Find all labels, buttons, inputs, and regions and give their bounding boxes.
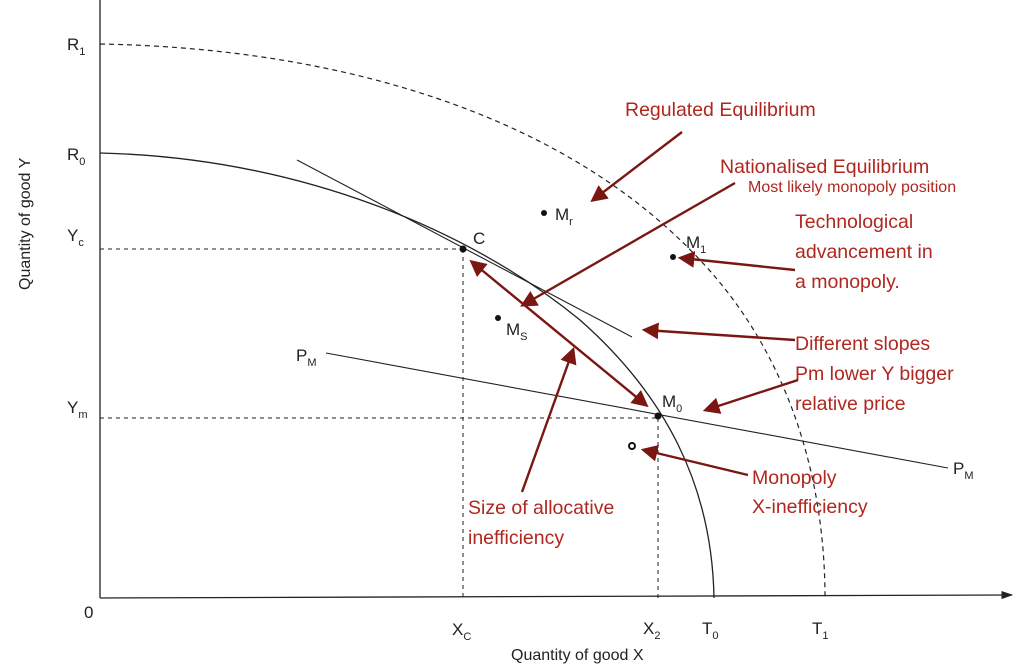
annotation-monopoly-line2: X-inefficiency [752, 496, 868, 518]
label-c: C [473, 229, 485, 248]
arrow-allocative-gap [469, 259, 649, 408]
y-axis-title: Quantity of good Y [17, 157, 34, 290]
annotation-regulated: Regulated Equilibrium [625, 99, 816, 121]
point-m1 [670, 254, 676, 260]
label-mr: Mr [555, 205, 573, 228]
annotation-most-likely: Most likely monopoly position [748, 179, 956, 196]
price-line-pm [325, 352, 949, 469]
tick-t0: T0 [702, 619, 719, 642]
arrow-x-inefficiency [640, 444, 749, 477]
ppf-outer-curve [99, 43, 826, 599]
tick-r0: R0 [67, 145, 85, 168]
origin-label: 0 [84, 603, 93, 622]
point-ms [495, 315, 501, 321]
point-c [459, 245, 467, 253]
annotation-slopes-line2: Pm lower Y bigger [795, 363, 954, 385]
x-axis-title: Quantity of good X [511, 647, 644, 664]
annotation-monopoly-line1: Monopoly [752, 467, 837, 489]
arrow-relative-price [702, 378, 799, 414]
tick-r1: R1 [67, 35, 85, 58]
label-ms: MS [506, 320, 528, 343]
ppf-inner-curve [99, 152, 715, 599]
arrow-tech-advancement [677, 251, 796, 272]
arrow-different-slopes [641, 322, 796, 342]
label-pm-left: PM [296, 346, 317, 369]
x-axis [99, 590, 1014, 600]
point-m0 [654, 412, 662, 420]
tick-ym: Ym [67, 398, 88, 421]
label-m0: M0 [662, 392, 682, 415]
tick-yc: Yc [67, 226, 84, 249]
point-x-inefficiency [628, 442, 636, 450]
arrow-allocative-size [520, 346, 577, 493]
annotation-tech-line3: a monopoly. [795, 271, 900, 293]
tick-x2: X2 [643, 619, 660, 642]
annotation-tech-line1: Technological [795, 211, 913, 233]
arrow-regulated [590, 131, 683, 203]
annotation-slopes-line3: relative price [795, 393, 906, 415]
annotation-slopes-line1: Different slopes [795, 333, 930, 355]
point-mr [541, 210, 547, 216]
annotation-alloc-line2: inefficiency [468, 527, 564, 549]
label-m1: M1 [686, 233, 706, 256]
annotation-tech-line2: advancement in [795, 241, 933, 263]
tick-t1: T1 [812, 619, 829, 642]
label-pm-right: PM [953, 459, 974, 482]
annotation-nationalised: Nationalised Equilibrium [720, 156, 929, 178]
tick-xc: XC [452, 620, 471, 643]
annotation-alloc-line1: Size of allocative [468, 497, 614, 519]
